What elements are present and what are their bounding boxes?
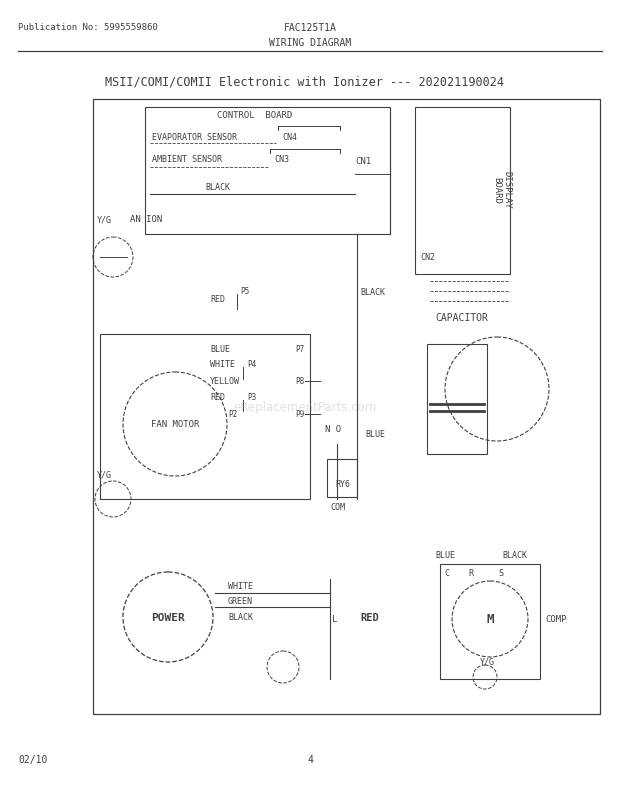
- Text: N O: N O: [325, 425, 341, 434]
- Text: RED: RED: [210, 295, 225, 304]
- Text: FAN MOTOR: FAN MOTOR: [151, 420, 199, 429]
- Bar: [145, 107, 390, 235]
- Bar: [415, 107, 510, 274]
- Text: BLUE: BLUE: [210, 345, 230, 354]
- Text: P2: P2: [228, 410, 237, 419]
- Text: P4: P4: [247, 360, 256, 369]
- Text: R: R: [468, 569, 473, 577]
- Text: C: C: [444, 569, 449, 577]
- Text: BLACK: BLACK: [205, 182, 231, 191]
- Text: P5: P5: [240, 287, 249, 296]
- Text: Y/G: Y/G: [480, 657, 495, 666]
- Bar: [427, 345, 487, 455]
- Text: BLUE: BLUE: [435, 551, 455, 560]
- Text: BLUE: BLUE: [365, 430, 385, 439]
- Text: BLACK: BLACK: [502, 551, 527, 560]
- Text: 4: 4: [307, 754, 313, 764]
- Bar: [440, 565, 540, 679]
- Text: CAPACITOR: CAPACITOR: [435, 313, 488, 322]
- Text: Y/G: Y/G: [97, 215, 112, 225]
- Text: GREEN: GREEN: [228, 597, 253, 606]
- Text: RED: RED: [361, 612, 379, 622]
- Text: AMBIENT SENSOR: AMBIENT SENSOR: [152, 156, 222, 164]
- Text: BLACK: BLACK: [360, 288, 385, 297]
- Text: CONTROL  BOARD: CONTROL BOARD: [218, 111, 293, 120]
- Text: RED: RED: [210, 393, 225, 402]
- Bar: [100, 334, 310, 500]
- Text: POWER: POWER: [151, 612, 185, 622]
- Text: AN ION: AN ION: [130, 215, 162, 225]
- Text: CN3: CN3: [274, 156, 289, 164]
- Text: MSII/COMI/COMII Electronic with Ionizer --- 202021190024: MSII/COMI/COMII Electronic with Ionizer …: [105, 75, 504, 88]
- Text: WHITE: WHITE: [228, 581, 253, 591]
- Text: M: M: [486, 613, 494, 626]
- Text: EVAPORATOR SENSOR: EVAPORATOR SENSOR: [152, 132, 237, 141]
- Text: BLACK: BLACK: [228, 613, 253, 622]
- Text: 02/10: 02/10: [18, 754, 47, 764]
- Text: CN4: CN4: [282, 132, 297, 141]
- Text: Y/G: Y/G: [97, 470, 112, 479]
- Text: P3: P3: [247, 393, 256, 402]
- Text: P9: P9: [295, 410, 304, 419]
- Text: COM: COM: [330, 503, 345, 512]
- Text: CN1: CN1: [355, 157, 371, 166]
- Text: Publication No: 5995559860: Publication No: 5995559860: [18, 23, 157, 32]
- Text: WIRING DIAGRAM: WIRING DIAGRAM: [269, 38, 351, 48]
- Text: DISPLAY
BOARD: DISPLAY BOARD: [492, 171, 512, 209]
- Text: eReplacementParts.com: eReplacementParts.com: [233, 401, 376, 414]
- Text: COMP: COMP: [545, 615, 567, 624]
- Text: FAC125T1A: FAC125T1A: [283, 23, 337, 33]
- Bar: [93, 100, 600, 714]
- Text: CN2: CN2: [420, 253, 435, 262]
- Text: WHITE: WHITE: [210, 360, 235, 369]
- Text: YELLOW: YELLOW: [210, 377, 240, 386]
- Text: P8: P8: [295, 377, 304, 386]
- Text: S: S: [498, 569, 503, 577]
- Text: L: L: [332, 615, 337, 624]
- Text: P7: P7: [295, 345, 304, 354]
- Text: RY6: RY6: [335, 480, 350, 489]
- Bar: [327, 460, 357, 497]
